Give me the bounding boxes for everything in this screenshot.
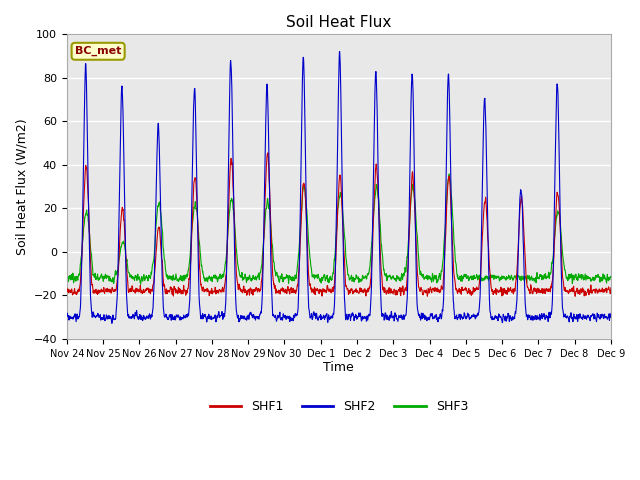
- SHF1: [607, 285, 614, 291]
- SHF3: [137, 281, 145, 287]
- SHF1: [497, 284, 505, 290]
- SHF2: [575, 312, 582, 317]
- SHF1: [367, 279, 374, 285]
- SHF1: [575, 291, 582, 297]
- SHF2: [497, 315, 505, 321]
- SHF2: [607, 314, 614, 320]
- SHF1: [63, 286, 70, 291]
- SHF1: [264, 150, 272, 156]
- Line: SHF2: SHF2: [67, 52, 611, 324]
- Text: BC_met: BC_met: [75, 46, 122, 57]
- SHF3: [355, 276, 362, 282]
- SHF1: [572, 293, 579, 299]
- Line: SHF3: SHF3: [67, 174, 611, 284]
- SHF3: [559, 257, 567, 263]
- SHF2: [63, 312, 70, 318]
- SHF3: [497, 276, 505, 281]
- SHF3: [215, 275, 223, 280]
- SHF3: [445, 171, 453, 177]
- SHF2: [355, 310, 363, 316]
- SHF2: [559, 309, 567, 315]
- SHF2: [108, 321, 116, 326]
- SHF2: [215, 309, 223, 314]
- SHF3: [367, 257, 374, 263]
- Legend: SHF1, SHF2, SHF3: SHF1, SHF2, SHF3: [205, 395, 473, 418]
- SHF3: [575, 272, 582, 278]
- Title: Soil Heat Flux: Soil Heat Flux: [286, 15, 392, 30]
- SHF1: [355, 290, 362, 296]
- SHF2: [335, 49, 343, 55]
- SHF2: [367, 299, 374, 305]
- Y-axis label: Soil Heat Flux (W/m2): Soil Heat Flux (W/m2): [15, 118, 28, 255]
- SHF3: [63, 279, 70, 285]
- SHF3: [607, 275, 614, 280]
- X-axis label: Time: Time: [323, 361, 354, 374]
- Line: SHF1: SHF1: [67, 153, 611, 296]
- SHF1: [559, 277, 567, 283]
- SHF1: [214, 290, 222, 296]
